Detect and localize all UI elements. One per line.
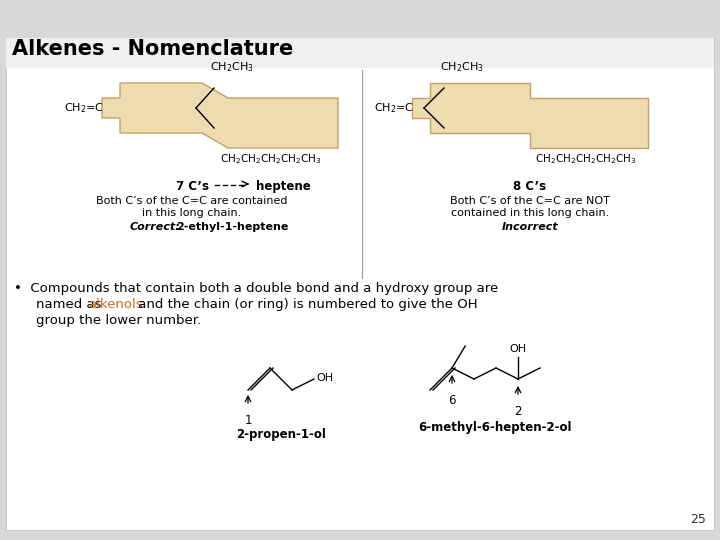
Text: heptene: heptene bbox=[256, 180, 311, 193]
Text: •  Compounds that contain both a double bond and a hydroxy group are: • Compounds that contain both a double b… bbox=[14, 282, 498, 295]
Text: CH$_2$CH$_3$: CH$_2$CH$_3$ bbox=[440, 60, 484, 74]
Text: CH$_2$=C: CH$_2$=C bbox=[64, 101, 104, 115]
Text: Correct:: Correct: bbox=[130, 222, 181, 232]
Polygon shape bbox=[102, 83, 338, 148]
FancyBboxPatch shape bbox=[6, 38, 714, 68]
Text: alkenols: alkenols bbox=[88, 298, 143, 311]
Text: contained in this long chain.: contained in this long chain. bbox=[451, 208, 609, 218]
Text: in this long chain.: in this long chain. bbox=[143, 208, 242, 218]
Text: 1: 1 bbox=[244, 414, 252, 427]
Text: 8 C’s: 8 C’s bbox=[513, 180, 546, 193]
Text: group the lower number.: group the lower number. bbox=[36, 314, 201, 327]
Text: Alkenes - Nomenclature: Alkenes - Nomenclature bbox=[12, 39, 293, 59]
Text: 2: 2 bbox=[514, 405, 522, 418]
FancyBboxPatch shape bbox=[6, 38, 714, 530]
Polygon shape bbox=[412, 83, 648, 148]
Text: Both C’s of the C=C are contained: Both C’s of the C=C are contained bbox=[96, 196, 288, 206]
Text: CH$_2$CH$_2$CH$_2$CH$_2$CH$_3$: CH$_2$CH$_2$CH$_2$CH$_2$CH$_3$ bbox=[535, 152, 636, 166]
Text: Incorrect: Incorrect bbox=[502, 222, 559, 232]
Text: 6-methyl-6-hepten-2-ol: 6-methyl-6-hepten-2-ol bbox=[418, 421, 572, 434]
Text: CH$_2$CH$_2$CH$_2$CH$_2$CH$_3$: CH$_2$CH$_2$CH$_2$CH$_2$CH$_3$ bbox=[220, 152, 322, 166]
Text: 6: 6 bbox=[449, 394, 456, 407]
Text: OH: OH bbox=[510, 344, 526, 354]
Text: 25: 25 bbox=[690, 513, 706, 526]
Text: and the chain (or ring) is numbered to give the OH: and the chain (or ring) is numbered to g… bbox=[134, 298, 477, 311]
Text: CH$_2$CH$_3$: CH$_2$CH$_3$ bbox=[210, 60, 254, 74]
Text: 2-propen-1-ol: 2-propen-1-ol bbox=[236, 428, 326, 441]
Text: 2-ethyl-1-heptene: 2-ethyl-1-heptene bbox=[176, 222, 289, 232]
Text: 7 C’s: 7 C’s bbox=[176, 180, 209, 193]
Text: OH: OH bbox=[316, 373, 333, 383]
Text: named as: named as bbox=[36, 298, 106, 311]
Text: CH$_2$=C: CH$_2$=C bbox=[374, 101, 414, 115]
Text: Both C’s of the C=C are NOT: Both C’s of the C=C are NOT bbox=[450, 196, 610, 206]
